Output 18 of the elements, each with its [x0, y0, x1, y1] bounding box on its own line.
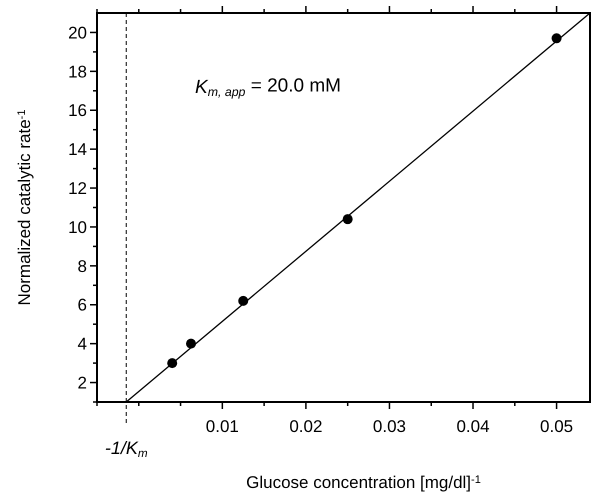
x-axis-title: Glucose concentration [mg/dl]$^{-1}$ — [246, 473, 481, 492]
y-tick-label: 12 — [68, 179, 87, 198]
y-tick-label: 18 — [68, 62, 87, 82]
ref-line-label: -1/K$_{m}$ — [104, 438, 148, 460]
y-tick-label: 6 — [78, 296, 87, 315]
x-tick-label: 0.05 — [540, 417, 574, 436]
x-tick-label: 0.02 — [289, 417, 322, 436]
y-tick-label: 16 — [68, 101, 87, 120]
y-tick-label: 2 — [78, 374, 87, 392]
x-tick-label: 0.01 — [206, 417, 239, 436]
y-tick-label: 14 — [68, 140, 87, 160]
y-tick-label: 4 — [78, 334, 87, 354]
y-tick-label: 20 — [68, 23, 87, 42]
x-tick-label: 0.04 — [456, 417, 490, 436]
y-tick-label: 8 — [78, 256, 87, 276]
annotation: K$_{m, app}$ = 20.0 mM — [195, 75, 342, 100]
y-tick-label: 10 — [68, 218, 87, 237]
x-tick-label: 0.03 — [372, 417, 406, 436]
